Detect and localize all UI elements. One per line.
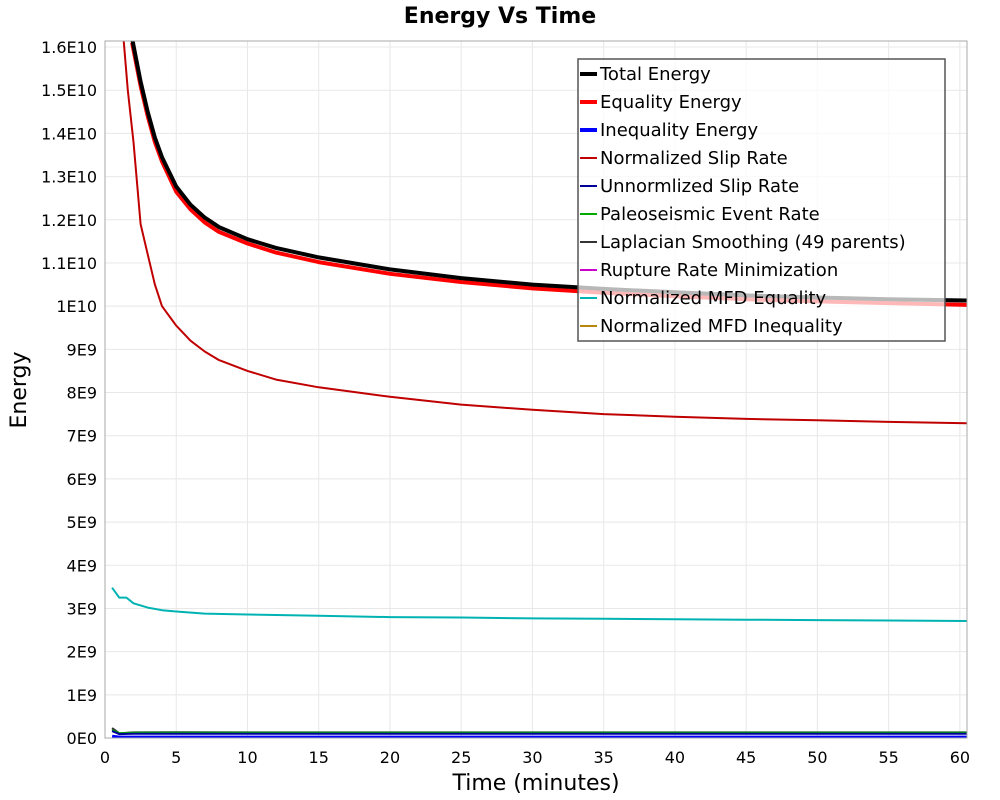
y-tick-label: 5E9 xyxy=(67,513,97,532)
legend-label: Normalized MFD Inequality xyxy=(600,316,843,337)
series-line-normalized-mfd-equality xyxy=(111,587,967,622)
x-tick-label: 30 xyxy=(522,748,542,767)
y-tick-label: 8E9 xyxy=(67,384,97,403)
series-line-unnormlized-slip-rate xyxy=(111,730,967,736)
x-tick-label: 50 xyxy=(807,748,827,767)
x-tick-label: 60 xyxy=(950,748,970,767)
legend-label: Normalized Slip Rate xyxy=(600,148,788,169)
x-tick-label: 25 xyxy=(451,748,471,767)
x-axis-label: Time (minutes) xyxy=(451,771,619,796)
x-tick-label: 55 xyxy=(878,748,898,767)
legend-label: Paleoseismic Event Rate xyxy=(600,204,820,225)
legend-label: Unnormlized Slip Rate xyxy=(600,176,799,197)
x-tick-label: 15 xyxy=(309,748,329,767)
y-tick-label: 6E9 xyxy=(67,470,97,489)
legend: Total Energy Equality Energy Inequality En… xyxy=(577,58,946,342)
y-tick-label: 1E10 xyxy=(56,297,97,316)
series-line-inequality-energy xyxy=(111,734,967,738)
y-tick-label: 9E9 xyxy=(67,340,97,359)
y-axis-label: Energy xyxy=(7,351,32,428)
x-tick-label: 10 xyxy=(237,748,257,767)
y-axis-ticks: 0E0 1E9 2E9 3E9 4E9 5E9 6E9 7E9 8E9 9E9 1E10 1.1E10… xyxy=(41,38,97,748)
legend-label: Laplacian Smoothing (49 parents) xyxy=(600,232,906,253)
y-tick-label: 1.6E10 xyxy=(41,38,97,57)
y-tick-label: 1.5E10 xyxy=(41,81,97,100)
x-tick-label: 0 xyxy=(100,748,110,767)
legend-label: Rupture Rate Minimization xyxy=(600,260,838,281)
x-axis-ticks: 0 5 10 15 20 25 30 35 40 45 50 55 60 xyxy=(100,748,970,767)
legend-label: Total Energy xyxy=(599,64,711,85)
y-tick-label: 1.4E10 xyxy=(41,124,97,143)
y-tick-label: 0E0 xyxy=(67,729,97,748)
x-tick-label: 20 xyxy=(380,748,400,767)
chart-title: Energy Vs Time xyxy=(404,4,596,29)
y-tick-label: 1.3E10 xyxy=(41,168,97,187)
y-tick-label: 4E9 xyxy=(67,556,97,575)
y-tick-label: 1E9 xyxy=(67,686,97,705)
legend-label: Equality Energy xyxy=(600,92,742,113)
y-tick-label: 1.1E10 xyxy=(41,254,97,273)
y-tick-label: 3E9 xyxy=(67,599,97,618)
x-tick-label: 35 xyxy=(593,748,613,767)
legend-label: Inequality Energy xyxy=(600,120,758,141)
plot-frame xyxy=(104,40,968,739)
y-tick-label: 2E9 xyxy=(67,643,97,662)
legend-label: Normalized MFD Equality xyxy=(600,288,827,309)
x-tick-label: 45 xyxy=(736,748,756,767)
x-tick-label: 40 xyxy=(665,748,685,767)
series-line-normalized-slip-rate xyxy=(122,41,967,425)
legend-box xyxy=(577,58,946,342)
x-tick-label: 5 xyxy=(171,748,181,767)
y-tick-label: 1.2E10 xyxy=(41,211,97,230)
y-tick-label: 7E9 xyxy=(67,427,97,446)
